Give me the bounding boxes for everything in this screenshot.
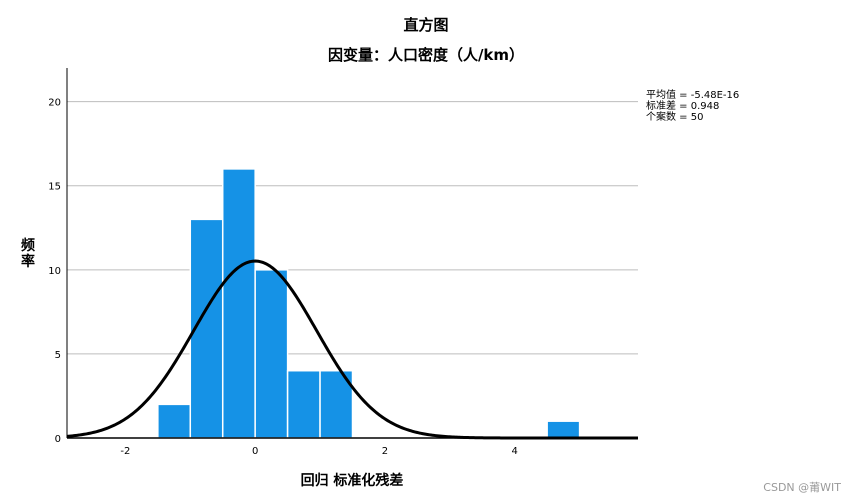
stats-line: 平均值 = -5.48E-16 <box>646 88 739 101</box>
y-tick-label: 5 <box>55 350 61 361</box>
x-tick-label: 0 <box>252 446 258 457</box>
bar-2 <box>221 168 256 439</box>
stats-line: 标准差 = 0.948 <box>646 99 719 112</box>
x-tick-label: -2 <box>120 446 130 457</box>
x-tick-label: 4 <box>512 446 518 457</box>
histogram-bars <box>157 168 581 439</box>
x-axis-label: 回归 标准化残差 <box>301 472 404 489</box>
stats-line: 个案数 = 50 <box>646 110 703 123</box>
y-tick-labels: 0 5 10 15 20 <box>48 98 61 445</box>
x-tick-labels: -2 0 2 4 <box>120 446 517 457</box>
y-tick-label: 0 <box>55 434 61 445</box>
gridlines <box>67 101 638 355</box>
watermark: CSDN @莆WIT <box>763 481 841 494</box>
y-tick-label: 10 <box>48 266 61 277</box>
x-tick-label: 2 <box>382 446 388 457</box>
y-axis-label-char: 率 <box>21 253 35 270</box>
y-tick-label: 15 <box>48 182 61 193</box>
chart-title: 直方图 <box>403 16 448 34</box>
y-axis-label: 频率 <box>21 237 35 270</box>
y-axis-label-char: 频 <box>21 237 35 254</box>
bar-6 <box>546 420 581 439</box>
axes <box>66 68 638 439</box>
y-tick-label: 20 <box>48 98 61 109</box>
bar-3 <box>254 269 289 439</box>
chart-subtitle: 因变量：人口密度（人/km） <box>328 46 524 64</box>
bar-0 <box>157 403 192 439</box>
bar-4 <box>286 369 321 439</box>
